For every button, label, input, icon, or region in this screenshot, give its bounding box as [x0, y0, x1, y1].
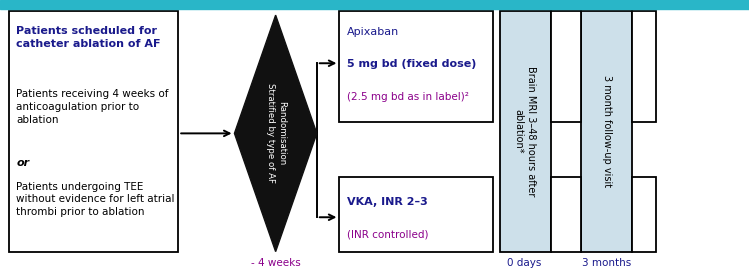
Text: 3 month follow-up visit: 3 month follow-up visit [601, 75, 612, 187]
Bar [500, 11, 551, 252]
Text: Patients receiving 4 weeks of
anticoagulation prior to
ablation: Patients receiving 4 weeks of anticoagul… [16, 89, 169, 125]
Bar [339, 177, 493, 252]
Text: 5 mg bd (fixed dose): 5 mg bd (fixed dose) [347, 59, 476, 69]
Text: 3 months: 3 months [582, 258, 631, 268]
Text: (INR controlled): (INR controlled) [347, 230, 428, 240]
Bar [581, 11, 632, 252]
Text: Randomisation
Stratified by type of AF: Randomisation Stratified by type of AF [266, 83, 285, 183]
Bar [551, 177, 581, 252]
Text: Apixaban: Apixaban [347, 28, 399, 37]
Text: Patients undergoing TEE
without evidence for left atrial
thrombi prior to ablati: Patients undergoing TEE without evidence… [16, 182, 175, 217]
Bar [632, 11, 656, 122]
Polygon shape [234, 15, 317, 252]
Text: 0 days: 0 days [507, 258, 542, 268]
Bar [9, 11, 178, 252]
Text: (2.5 mg bd as in label)²: (2.5 mg bd as in label)² [347, 92, 469, 102]
Text: Patients scheduled for
catheter ablation of AF: Patients scheduled for catheter ablation… [16, 26, 161, 49]
Text: or: or [16, 158, 30, 168]
Bar [632, 177, 656, 252]
Bar [339, 11, 493, 122]
Text: Brain MRI 3–48 hours after
ablation*: Brain MRI 3–48 hours after ablation* [514, 66, 536, 197]
Text: - 4 weeks: - 4 weeks [251, 258, 300, 268]
Bar [551, 11, 581, 122]
Text: VKA, INR 2–3: VKA, INR 2–3 [347, 197, 428, 207]
Bar [0, 0, 749, 9]
